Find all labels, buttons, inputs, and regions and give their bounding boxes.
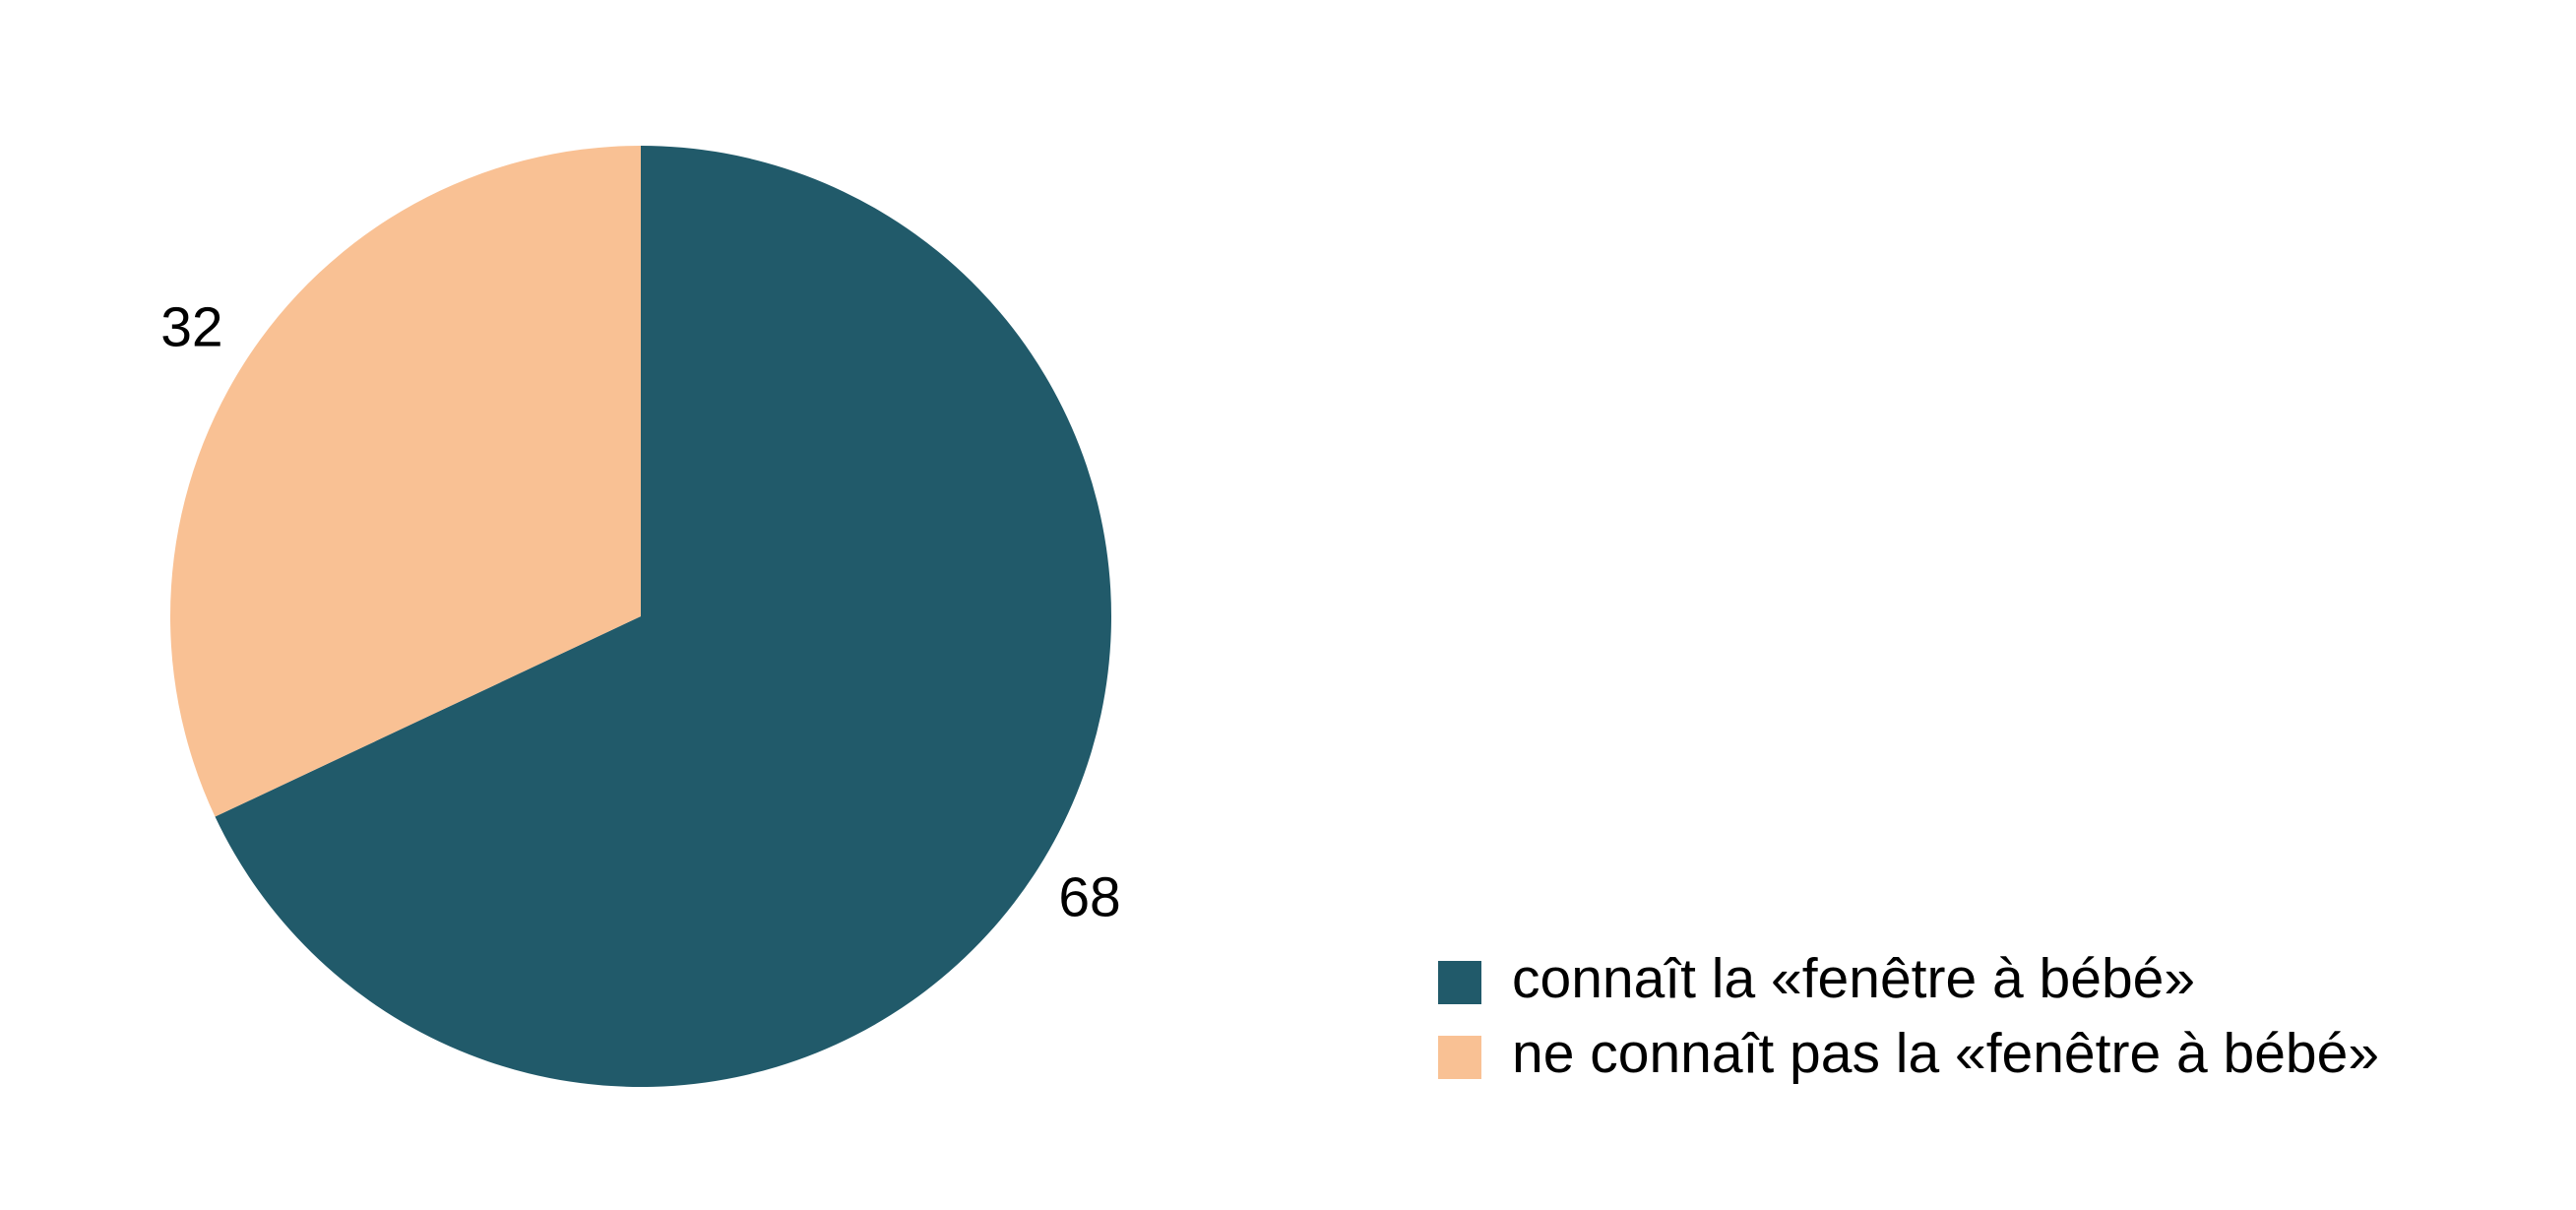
legend-label: ne connaît pas la «fenêtre à bébé» [1512, 1022, 2379, 1085]
pie-slice [215, 146, 1111, 1087]
legend-swatch [1438, 1036, 1481, 1079]
data-label: 32 [160, 296, 222, 359]
data-label: 68 [1058, 865, 1120, 928]
legend-swatch [1438, 961, 1481, 1004]
legend-label: connaît la «fenêtre à bébé» [1512, 947, 2195, 1010]
pie-slice [169, 145, 642, 817]
